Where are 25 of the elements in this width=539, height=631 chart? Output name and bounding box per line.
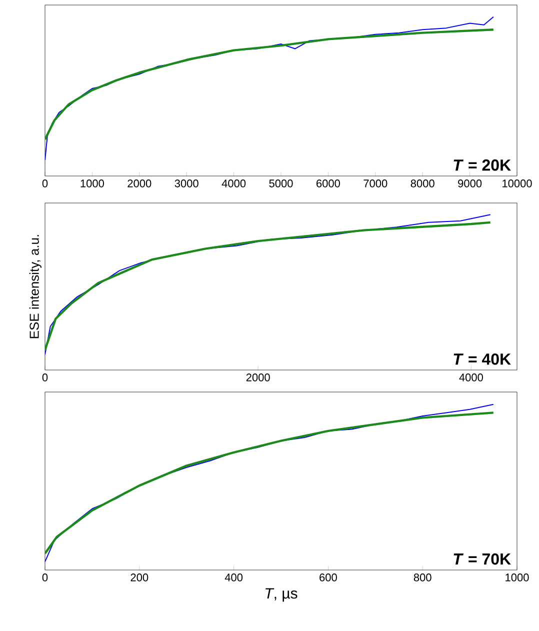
x-tick-label: 600 — [320, 574, 337, 582]
annotation: T = 70K — [454, 553, 511, 565]
x-tick-label: 200 — [130, 574, 148, 582]
x-tick-label: 0 — [42, 574, 48, 582]
annotation: T = 40K — [454, 353, 511, 365]
x-tick-label: 9000 — [458, 180, 482, 188]
x-tick-label: 10000 — [502, 180, 532, 188]
x-tick-label: 400 — [224, 574, 243, 582]
x-tick-label: 6000 — [316, 180, 340, 188]
x-tick-label: 8000 — [410, 180, 434, 188]
x-tick-label: 2000 — [128, 180, 152, 188]
annotation: T = 20K — [454, 159, 511, 171]
x-tick-label: 0 — [42, 180, 48, 188]
x-tick-label: 3000 — [174, 180, 198, 188]
x-tick-label: 1000 — [506, 574, 529, 582]
x-axis-title: T, µs — [266, 588, 298, 602]
x-tick-label: 4000 — [459, 374, 483, 382]
x-tick-label: 5000 — [269, 180, 293, 188]
y-axis-title: ESE intensity, a.u. — [29, 235, 42, 338]
x-tick-label: 0 — [42, 374, 48, 382]
x-tick-label: 2000 — [246, 374, 270, 382]
x-tick-label: 800 — [414, 574, 432, 582]
x-tick-label: 4000 — [222, 180, 246, 188]
x-tick-label: 7000 — [364, 180, 388, 188]
x-tick-label: 1000 — [80, 180, 104, 188]
